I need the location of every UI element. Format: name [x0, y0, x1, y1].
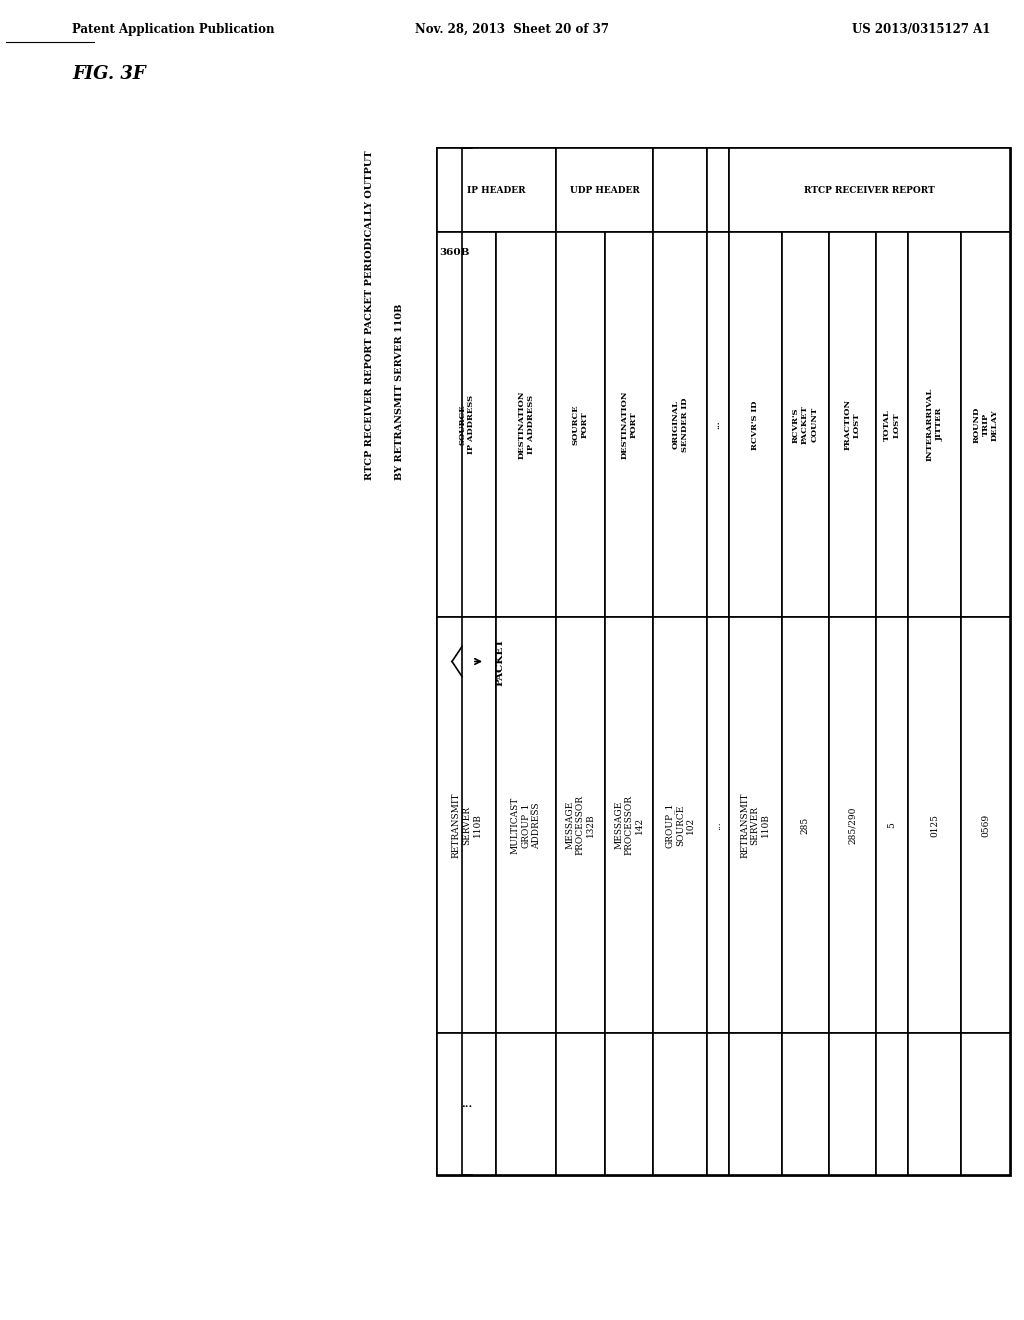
- Bar: [962, 232, 1010, 618]
- Bar: [908, 618, 962, 1034]
- Bar: [556, 618, 604, 1034]
- Text: RETRANSMIT
SERVER
110B: RETRANSMIT SERVER 110B: [452, 792, 481, 858]
- Bar: [556, 1034, 604, 1175]
- Bar: [556, 232, 604, 618]
- Bar: [728, 148, 1010, 232]
- Text: 285: 285: [801, 817, 810, 834]
- Bar: [781, 1034, 828, 1175]
- Bar: [876, 618, 908, 1034]
- Text: TOTAL
LOST: TOTAL LOST: [883, 409, 900, 441]
- Bar: [962, 1034, 1010, 1175]
- Text: DESTINATION
PORT: DESTINATION PORT: [621, 391, 638, 459]
- Bar: [437, 148, 1010, 1175]
- Bar: [728, 232, 781, 618]
- Bar: [781, 232, 828, 618]
- Bar: [707, 618, 728, 1034]
- Bar: [781, 618, 828, 1034]
- Bar: [604, 1034, 653, 1175]
- Bar: [728, 1034, 781, 1175]
- Bar: [728, 618, 781, 1034]
- Text: FRACTION
LOST: FRACTION LOST: [844, 399, 860, 450]
- Bar: [828, 232, 876, 618]
- Bar: [707, 1034, 728, 1175]
- Bar: [604, 618, 653, 1034]
- Text: RTCP RECEIVER REPORT PACKET PERIODICALLY OUTPUT: RTCP RECEIVER REPORT PACKET PERIODICALLY…: [365, 150, 374, 480]
- Text: Nov. 28, 2013  Sheet 20 of 37: Nov. 28, 2013 Sheet 20 of 37: [415, 22, 609, 36]
- Text: MESSAGE
PROCESSOR
132B: MESSAGE PROCESSOR 132B: [565, 796, 595, 855]
- Text: INTERARRIVAL
JITTER: INTERARRIVAL JITTER: [926, 388, 943, 462]
- Text: MULTICAST
GROUP_1
ADDRESS: MULTICAST GROUP_1 ADDRESS: [511, 797, 542, 854]
- Bar: [653, 1034, 707, 1175]
- Bar: [437, 618, 497, 1034]
- Text: BY RETRANSMIT SERVER 110B: BY RETRANSMIT SERVER 110B: [395, 304, 404, 480]
- Bar: [653, 618, 707, 1034]
- Bar: [604, 232, 653, 618]
- Bar: [437, 1034, 497, 1175]
- Text: 0125: 0125: [930, 814, 939, 837]
- Text: ...: ...: [461, 1100, 472, 1109]
- Text: IP HEADER: IP HEADER: [467, 186, 525, 194]
- Text: RCVR'S
PACKET
COUNT: RCVR'S PACKET COUNT: [792, 405, 818, 444]
- Bar: [828, 1034, 876, 1175]
- Text: 5: 5: [887, 822, 896, 828]
- Bar: [908, 232, 962, 618]
- Bar: [497, 1034, 556, 1175]
- Bar: [556, 148, 653, 232]
- Bar: [828, 618, 876, 1034]
- Text: RETRANSMIT
SERVER
110B: RETRANSMIT SERVER 110B: [740, 792, 770, 858]
- Text: RCVR'S ID: RCVR'S ID: [751, 400, 759, 450]
- Text: DESTINATION
IP ADDRESS: DESTINATION IP ADDRESS: [517, 391, 535, 459]
- Text: 285/290: 285/290: [848, 807, 856, 843]
- Text: MESSAGE
PROCESSOR
142: MESSAGE PROCESSOR 142: [614, 796, 644, 855]
- Bar: [437, 148, 556, 232]
- Text: GROUP_1
SOURCE
102: GROUP_1 SOURCE 102: [665, 803, 695, 847]
- Bar: [497, 232, 556, 618]
- Text: ...: ...: [713, 821, 722, 829]
- Text: FIG. 3F: FIG. 3F: [72, 65, 145, 83]
- Text: ...: ...: [714, 421, 722, 429]
- Text: US 2013/0315127 A1: US 2013/0315127 A1: [852, 22, 990, 36]
- Text: RTCP RECEIVER REPORT: RTCP RECEIVER REPORT: [804, 186, 935, 194]
- Text: 0569: 0569: [981, 813, 990, 837]
- Bar: [653, 232, 707, 618]
- Bar: [497, 618, 556, 1034]
- Bar: [437, 232, 497, 618]
- Bar: [908, 1034, 962, 1175]
- Bar: [876, 232, 908, 618]
- Text: SOURCE
PORT: SOURCE PORT: [571, 404, 589, 445]
- Bar: [707, 232, 728, 618]
- Bar: [962, 618, 1010, 1034]
- Bar: [707, 148, 728, 232]
- Bar: [876, 1034, 908, 1175]
- Text: SOURCE
IP ADDRESS: SOURCE IP ADDRESS: [458, 395, 475, 454]
- Text: Patent Application Publication: Patent Application Publication: [72, 22, 274, 36]
- Text: UDP HEADER: UDP HEADER: [569, 186, 640, 194]
- Text: ORIGINAL
SENDER ID: ORIGINAL SENDER ID: [672, 397, 688, 451]
- Bar: [653, 148, 707, 232]
- Text: ROUND
TRIP
DELAY: ROUND TRIP DELAY: [973, 407, 998, 444]
- Text: 360B: 360B: [439, 248, 470, 257]
- Text: PACKET: PACKET: [496, 638, 505, 685]
